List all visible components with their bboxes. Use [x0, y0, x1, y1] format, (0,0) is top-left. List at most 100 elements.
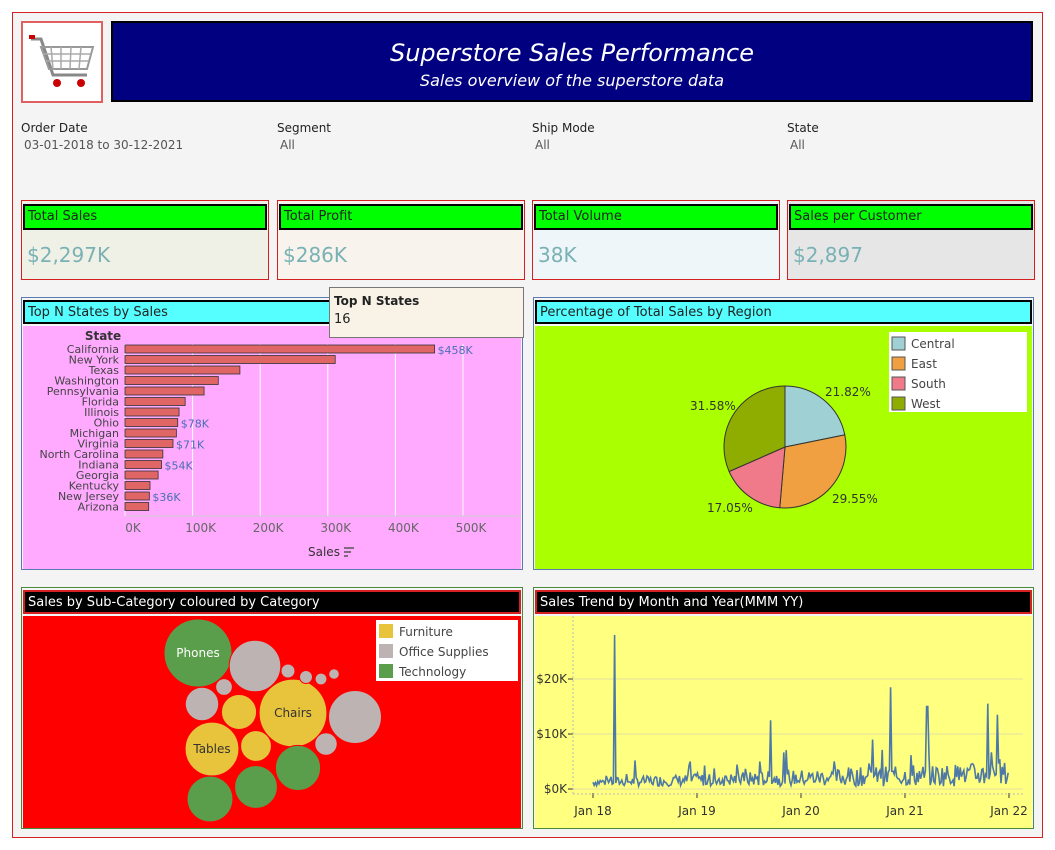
- state-label: Texas: [88, 364, 120, 377]
- panel-title: Sales Trend by Month and Year(MMM YY): [535, 590, 1032, 614]
- chart-background: [535, 616, 1032, 828]
- legend-swatch: [891, 376, 906, 391]
- state-label: Illinois: [84, 406, 119, 419]
- state-label: Washington: [54, 375, 119, 388]
- panel-title: Sales by Sub-Category coloured by Catego…: [23, 590, 521, 614]
- state-label: New York: [69, 354, 120, 367]
- state-label: North Carolina: [39, 448, 119, 461]
- x-tick-label: Jan 18: [573, 804, 612, 818]
- x-tick-label: 300K: [320, 521, 352, 535]
- pie-slice: [784, 385, 846, 448]
- state-label: Arizona: [78, 501, 119, 514]
- subcategory-bubble: [240, 730, 272, 762]
- pie-slice: [779, 434, 847, 509]
- filter-label: Segment: [277, 121, 331, 135]
- sort-icon: [344, 547, 354, 557]
- sales-trend-line: [592, 634, 1009, 790]
- dashboard-subtitle: Sales overview of the superstore data: [419, 71, 725, 90]
- kpi-value: $286K: [283, 243, 348, 267]
- subcategory-bubble: [186, 775, 234, 823]
- filter-order-date[interactable]: Order Date 03-01-2018 to 30-12-2021: [21, 121, 261, 161]
- panel-subcategory-bubbles: Sales by Sub-Category coloured by Catego…: [21, 587, 523, 829]
- kpi-label: Total Profit: [279, 204, 523, 230]
- dashboard-header: Superstore Sales Performance Sales overv…: [111, 21, 1033, 102]
- bar-data-label: $36K: [152, 491, 181, 504]
- kpi-label: Total Sales: [23, 204, 267, 230]
- x-tick-label: 0K: [125, 521, 142, 535]
- state-bar: [124, 418, 179, 427]
- legend-label: Office Supplies: [399, 645, 489, 659]
- dashboard-title: Superstore Sales Performance: [389, 39, 755, 67]
- kpi-total-profit: Total Profit $286K: [277, 200, 525, 280]
- legend-label: East: [911, 357, 937, 371]
- slice-label: 17.05%: [707, 501, 753, 515]
- subcategory-bubble: [220, 693, 258, 731]
- subcategory-bubble-chart[interactable]: Phones Chairs Tables Furniture Office Suppli…: [23, 616, 521, 828]
- slice-label: 29.55%: [832, 492, 878, 506]
- bar-data-label: $78K: [181, 418, 210, 431]
- legend-label: Technology: [398, 665, 466, 679]
- kpi-total-sales: Total Sales $2,297K: [21, 200, 269, 280]
- subcategory-bubble: [163, 618, 233, 688]
- y-tick-label: $20K: [536, 672, 568, 686]
- top-n-tooltip: Top N States 16: [329, 287, 524, 338]
- tooltip-value: 16: [334, 312, 351, 327]
- subcategory-bubble: [280, 663, 296, 679]
- state-bar: [124, 428, 177, 438]
- subcategory-bubble: [228, 639, 282, 693]
- subcategory-bubble: [328, 668, 340, 680]
- filter-value[interactable]: 03-01-2018 to 30-12-2021: [24, 138, 184, 152]
- state-label: Michigan: [70, 427, 119, 440]
- state-label: Georgia: [76, 469, 119, 482]
- bubble-label: Phones: [176, 646, 219, 660]
- legend-swatch: [379, 664, 393, 678]
- bubble-label: Tables: [192, 742, 230, 756]
- subcategory-bubble: [314, 732, 338, 756]
- shopping-cart-icon: [29, 35, 95, 87]
- slice-label: 21.82%: [825, 385, 871, 399]
- y-tick-label: $0K: [544, 782, 568, 796]
- region-pie-chart[interactable]: 21.82% 29.55% 17.05% 31.58% Central East South…: [535, 326, 1032, 569]
- x-tick-label: 500K: [456, 521, 488, 535]
- kpi-value: 38K: [538, 243, 577, 267]
- subcategory-bubble: [234, 765, 278, 809]
- filter-value[interactable]: All: [790, 138, 805, 152]
- legend-label: Furniture: [399, 625, 453, 639]
- state-bar: [124, 407, 180, 417]
- filter-state[interactable]: State All: [787, 121, 1027, 161]
- legend-swatch: [891, 396, 906, 411]
- state-bar: [124, 491, 150, 501]
- state-label: Kentucky: [69, 480, 120, 493]
- sales-trend-line-chart[interactable]: $0K $10K $20K Jan 18 Jan 19 Jan 20 Jan 21 Jan 2…: [535, 616, 1032, 828]
- legend-swatch: [379, 644, 393, 658]
- filter-value[interactable]: All: [280, 138, 295, 152]
- states-bar-chart[interactable]: State 0K 100K 200K 300K 400K 500K California $45…: [23, 326, 521, 569]
- panel-sales-trend: Sales Trend by Month and Year(MMM YY) $0…: [533, 587, 1034, 829]
- slice-label: 31.58%: [690, 399, 736, 413]
- legend-label: West: [911, 397, 941, 411]
- y-axis-title: State: [85, 329, 121, 343]
- kpi-value: $2,297K: [27, 243, 111, 267]
- state-bar: [124, 344, 435, 354]
- filter-segment[interactable]: Segment All: [277, 121, 517, 161]
- filter-value[interactable]: All: [535, 138, 550, 152]
- kpi-label: Sales per Customer: [789, 204, 1033, 230]
- x-tick-label: Jan 21: [885, 804, 924, 818]
- pie-slice: [723, 385, 786, 473]
- bar-data-label: $54K: [165, 460, 194, 473]
- subcategory-bubble: [299, 670, 313, 684]
- state-label: Florida: [82, 396, 119, 409]
- filter-label: State: [787, 121, 819, 135]
- state-bar: [124, 355, 336, 364]
- state-label: Pennsylvania: [47, 385, 119, 398]
- filter-label: Ship Mode: [532, 121, 595, 135]
- kpi-total-volume: Total Volume 38K: [532, 200, 780, 280]
- filter-ship-mode[interactable]: Ship Mode All: [532, 121, 772, 161]
- tooltip-title: Top N States: [334, 294, 420, 308]
- state-bar: [124, 481, 151, 490]
- subcategory-bubble: [184, 686, 220, 722]
- legend-box: [889, 332, 1027, 412]
- x-tick-label: Jan 19: [677, 804, 716, 818]
- state-bar: [124, 449, 164, 459]
- state-bar: [124, 386, 205, 396]
